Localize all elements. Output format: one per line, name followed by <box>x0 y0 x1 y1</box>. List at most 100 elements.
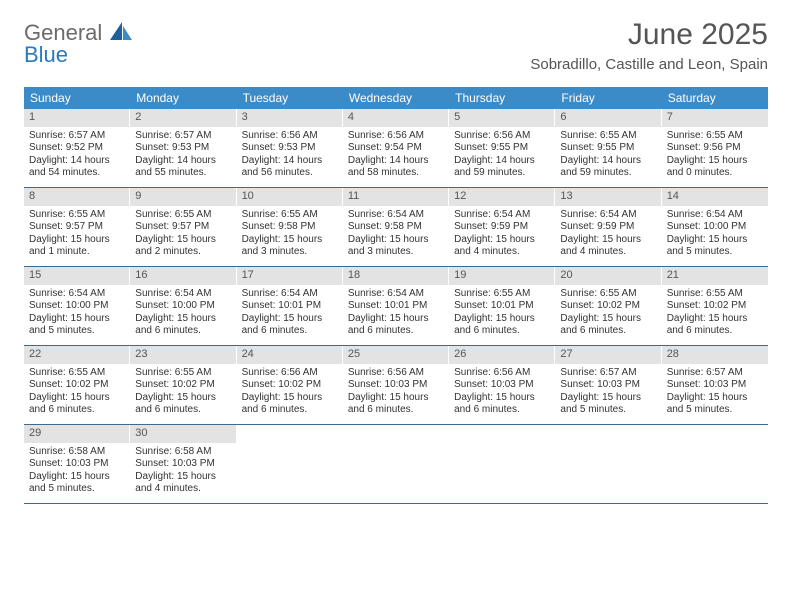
day-body: Sunrise: 6:54 AMSunset: 9:58 PMDaylight:… <box>343 206 449 264</box>
daylight-text: and 6 minutes. <box>348 325 444 338</box>
day-number <box>555 425 661 443</box>
sunset-text: Sunset: 10:03 PM <box>667 379 763 392</box>
daylight-text: Daylight: 15 hours <box>29 313 125 326</box>
day-body: Sunrise: 6:55 AMSunset: 10:02 PMDaylight… <box>662 285 768 343</box>
sunset-text: Sunset: 9:58 PM <box>348 221 444 234</box>
day-cell <box>343 425 449 503</box>
day-body: Sunrise: 6:56 AMSunset: 9:55 PMDaylight:… <box>449 127 555 185</box>
sunrise-text: Sunrise: 6:58 AM <box>29 446 125 459</box>
day-number: 18 <box>343 267 449 285</box>
day-number: 23 <box>130 346 236 364</box>
day-cell: 27Sunrise: 6:57 AMSunset: 10:03 PMDaylig… <box>555 346 661 424</box>
daylight-text: and 2 minutes. <box>135 246 231 259</box>
daylight-text: and 59 minutes. <box>560 167 656 180</box>
day-cell: 16Sunrise: 6:54 AMSunset: 10:00 PMDaylig… <box>130 267 236 345</box>
sunrise-text: Sunrise: 6:54 AM <box>29 288 125 301</box>
day-body: Sunrise: 6:56 AMSunset: 10:03 PMDaylight… <box>343 364 449 422</box>
day-number <box>662 425 768 443</box>
daylight-text: Daylight: 15 hours <box>242 313 338 326</box>
daylight-text: Daylight: 15 hours <box>667 313 763 326</box>
sunrise-text: Sunrise: 6:54 AM <box>135 288 231 301</box>
daylight-text: and 5 minutes. <box>667 404 763 417</box>
day-number: 28 <box>662 346 768 364</box>
daylight-text: and 5 minutes. <box>667 246 763 259</box>
sunset-text: Sunset: 10:01 PM <box>348 300 444 313</box>
sunset-text: Sunset: 10:03 PM <box>29 458 125 471</box>
day-cell: 17Sunrise: 6:54 AMSunset: 10:01 PMDaylig… <box>237 267 343 345</box>
day-number: 19 <box>449 267 555 285</box>
month-title: June 2025 <box>530 18 768 52</box>
sunset-text: Sunset: 9:52 PM <box>29 142 125 155</box>
day-cell: 24Sunrise: 6:56 AMSunset: 10:02 PMDaylig… <box>237 346 343 424</box>
day-body: Sunrise: 6:55 AMSunset: 10:01 PMDaylight… <box>449 285 555 343</box>
day-cell: 28Sunrise: 6:57 AMSunset: 10:03 PMDaylig… <box>662 346 768 424</box>
day-cell: 13Sunrise: 6:54 AMSunset: 9:59 PMDayligh… <box>555 188 661 266</box>
sunrise-text: Sunrise: 6:54 AM <box>348 209 444 222</box>
daylight-text: Daylight: 15 hours <box>29 234 125 247</box>
brand-line2: Blue <box>24 42 68 67</box>
day-cell: 7Sunrise: 6:55 AMSunset: 9:56 PMDaylight… <box>662 109 768 187</box>
daylight-text: and 6 minutes. <box>135 325 231 338</box>
daylight-text: and 5 minutes. <box>560 404 656 417</box>
day-body: Sunrise: 6:58 AMSunset: 10:03 PMDaylight… <box>130 443 236 501</box>
sunset-text: Sunset: 10:02 PM <box>135 379 231 392</box>
daylight-text: Daylight: 15 hours <box>135 313 231 326</box>
sunrise-text: Sunrise: 6:54 AM <box>454 209 550 222</box>
day-cell: 8Sunrise: 6:55 AMSunset: 9:57 PMDaylight… <box>24 188 130 266</box>
day-body: Sunrise: 6:55 AMSunset: 9:57 PMDaylight:… <box>24 206 130 264</box>
day-cell <box>662 425 768 503</box>
day-body: Sunrise: 6:56 AMSunset: 9:53 PMDaylight:… <box>237 127 343 185</box>
daylight-text: Daylight: 15 hours <box>560 234 656 247</box>
sunset-text: Sunset: 9:53 PM <box>242 142 338 155</box>
brand-logo: General Blue <box>24 22 132 66</box>
day-body: Sunrise: 6:55 AMSunset: 9:55 PMDaylight:… <box>555 127 661 185</box>
day-number: 13 <box>555 188 661 206</box>
day-cell: 19Sunrise: 6:55 AMSunset: 10:01 PMDaylig… <box>449 267 555 345</box>
daylight-text: Daylight: 15 hours <box>560 392 656 405</box>
page-header: General Blue June 2025 Sobradillo, Casti… <box>0 0 792 77</box>
sunrise-text: Sunrise: 6:55 AM <box>667 288 763 301</box>
day-cell: 12Sunrise: 6:54 AMSunset: 9:59 PMDayligh… <box>449 188 555 266</box>
day-body: Sunrise: 6:57 AMSunset: 10:03 PMDaylight… <box>555 364 661 422</box>
day-number <box>449 425 555 443</box>
daylight-text: Daylight: 15 hours <box>348 234 444 247</box>
day-body: Sunrise: 6:56 AMSunset: 10:02 PMDaylight… <box>237 364 343 422</box>
daylight-text: and 5 minutes. <box>29 325 125 338</box>
daylight-text: Daylight: 15 hours <box>454 313 550 326</box>
daylight-text: Daylight: 15 hours <box>454 392 550 405</box>
daylight-text: and 1 minute. <box>29 246 125 259</box>
daylight-text: Daylight: 14 hours <box>135 155 231 168</box>
daylight-text: and 6 minutes. <box>560 325 656 338</box>
day-body: Sunrise: 6:54 AMSunset: 10:00 PMDaylight… <box>662 206 768 264</box>
day-cell: 4Sunrise: 6:56 AMSunset: 9:54 PMDaylight… <box>343 109 449 187</box>
daylight-text: Daylight: 15 hours <box>667 392 763 405</box>
day-cell: 2Sunrise: 6:57 AMSunset: 9:53 PMDaylight… <box>130 109 236 187</box>
day-number: 26 <box>449 346 555 364</box>
day-header: Thursday <box>449 87 555 109</box>
sunrise-text: Sunrise: 6:56 AM <box>454 130 550 143</box>
sunset-text: Sunset: 10:03 PM <box>348 379 444 392</box>
daylight-text: Daylight: 14 hours <box>242 155 338 168</box>
sunrise-text: Sunrise: 6:55 AM <box>667 130 763 143</box>
sunset-text: Sunset: 10:02 PM <box>667 300 763 313</box>
day-number: 22 <box>24 346 130 364</box>
daylight-text: and 4 minutes. <box>560 246 656 259</box>
day-cell: 21Sunrise: 6:55 AMSunset: 10:02 PMDaylig… <box>662 267 768 345</box>
location-text: Sobradillo, Castille and Leon, Spain <box>530 56 768 73</box>
day-body: Sunrise: 6:55 AMSunset: 10:02 PMDaylight… <box>24 364 130 422</box>
sunrise-text: Sunrise: 6:55 AM <box>242 209 338 222</box>
sunrise-text: Sunrise: 6:56 AM <box>242 367 338 380</box>
day-body: Sunrise: 6:55 AMSunset: 10:02 PMDaylight… <box>130 364 236 422</box>
sunrise-text: Sunrise: 6:54 AM <box>348 288 444 301</box>
daylight-text: Daylight: 15 hours <box>135 471 231 484</box>
sunrise-text: Sunrise: 6:54 AM <box>560 209 656 222</box>
day-body <box>449 443 555 451</box>
day-cell: 26Sunrise: 6:56 AMSunset: 10:03 PMDaylig… <box>449 346 555 424</box>
day-header: Wednesday <box>343 87 449 109</box>
day-number: 12 <box>449 188 555 206</box>
daylight-text: and 6 minutes. <box>29 404 125 417</box>
day-body: Sunrise: 6:54 AMSunset: 10:00 PMDaylight… <box>24 285 130 343</box>
sunrise-text: Sunrise: 6:57 AM <box>135 130 231 143</box>
day-number: 14 <box>662 188 768 206</box>
day-header: Tuesday <box>237 87 343 109</box>
